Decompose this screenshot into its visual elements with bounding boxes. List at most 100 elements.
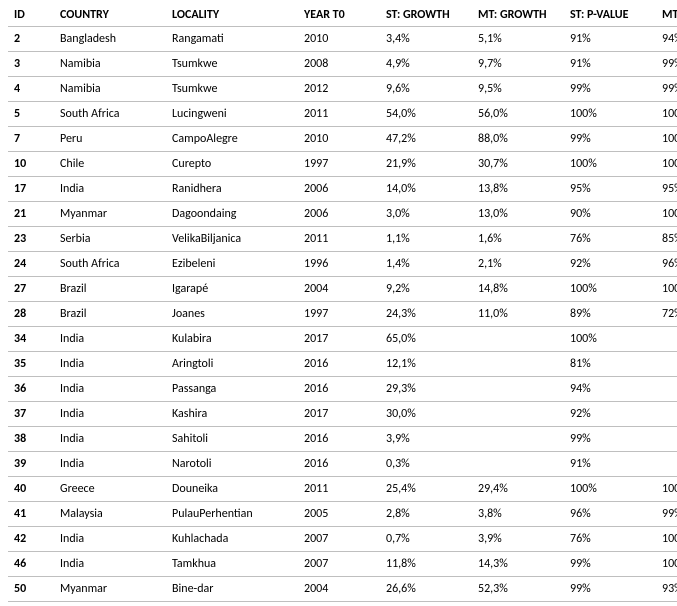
table-row: 4NamibiaTsumkwe20129,6%9,5%99%99% bbox=[8, 77, 677, 102]
cell-country: Chile bbox=[54, 152, 166, 177]
cell-year_t0: 1996 bbox=[298, 252, 380, 277]
cell-country: India bbox=[54, 452, 166, 477]
col-year_t0: YEAR T0 bbox=[298, 4, 380, 27]
cell-mt_growth: 3,9% bbox=[472, 527, 564, 552]
table-row: 3NamibiaTsumkwe20084,9%9,7%91%99% bbox=[8, 52, 677, 77]
cell-locality: Aringtoli bbox=[166, 352, 298, 377]
cell-st_pvalue: 92% bbox=[564, 402, 656, 427]
cell-mt_pvalue: 100% bbox=[656, 552, 677, 577]
cell-year_t0: 2008 bbox=[298, 52, 380, 77]
cell-mt_pvalue: 72% bbox=[656, 302, 677, 327]
cell-st_growth: 9,2% bbox=[380, 277, 472, 302]
table-row: 41MalaysiaPulauPerhentian20052,8%3,8%96%… bbox=[8, 502, 677, 527]
cell-id: 41 bbox=[8, 502, 54, 527]
table-row: 36IndiaPassanga201629,3%94% bbox=[8, 377, 677, 402]
cell-country: India bbox=[54, 527, 166, 552]
cell-st_pvalue: 99% bbox=[564, 77, 656, 102]
cell-st_growth: 47,2% bbox=[380, 127, 472, 152]
data-table: IDCOUNTRYLOCALITYYEAR T0ST: GROWTHMT: GR… bbox=[8, 4, 677, 602]
cell-st_pvalue: 100% bbox=[564, 277, 656, 302]
cell-st_pvalue: 91% bbox=[564, 52, 656, 77]
cell-st_pvalue: 100% bbox=[564, 102, 656, 127]
cell-locality: Douneika bbox=[166, 477, 298, 502]
cell-st_pvalue: 76% bbox=[564, 527, 656, 552]
cell-st_growth: 24,3% bbox=[380, 302, 472, 327]
cell-st_growth: 65,0% bbox=[380, 327, 472, 352]
cell-year_t0: 2010 bbox=[298, 27, 380, 52]
table-row: 35IndiaAringtoli201612,1%81% bbox=[8, 352, 677, 377]
cell-mt_growth: 9,7% bbox=[472, 52, 564, 77]
cell-country: Brazil bbox=[54, 277, 166, 302]
cell-id: 24 bbox=[8, 252, 54, 277]
cell-mt_growth: 56,0% bbox=[472, 102, 564, 127]
cell-mt_growth: 3,8% bbox=[472, 502, 564, 527]
col-locality: LOCALITY bbox=[166, 4, 298, 27]
cell-id: 23 bbox=[8, 227, 54, 252]
cell-id: 39 bbox=[8, 452, 54, 477]
cell-id: 5 bbox=[8, 102, 54, 127]
cell-year_t0: 2016 bbox=[298, 377, 380, 402]
cell-country: Namibia bbox=[54, 52, 166, 77]
cell-country: India bbox=[54, 377, 166, 402]
table-header: IDCOUNTRYLOCALITYYEAR T0ST: GROWTHMT: GR… bbox=[8, 4, 677, 27]
cell-st_growth: 0,7% bbox=[380, 527, 472, 552]
cell-st_growth: 3,9% bbox=[380, 427, 472, 452]
cell-year_t0: 2007 bbox=[298, 527, 380, 552]
table-row: 17IndiaRanidhera200614,0%13,8%95%95% bbox=[8, 177, 677, 202]
cell-id: 40 bbox=[8, 477, 54, 502]
cell-mt_growth bbox=[472, 402, 564, 427]
cell-year_t0: 2011 bbox=[298, 102, 380, 127]
table-row: 37IndiaKashira201730,0%92% bbox=[8, 402, 677, 427]
cell-mt_pvalue: 100% bbox=[656, 102, 677, 127]
cell-country: India bbox=[54, 402, 166, 427]
cell-st_growth: 1,4% bbox=[380, 252, 472, 277]
cell-locality: Lucingweni bbox=[166, 102, 298, 127]
cell-country: Brazil bbox=[54, 302, 166, 327]
cell-country: India bbox=[54, 177, 166, 202]
cell-st_growth: 25,4% bbox=[380, 477, 472, 502]
cell-id: 36 bbox=[8, 377, 54, 402]
cell-id: 37 bbox=[8, 402, 54, 427]
col-st_pvalue: ST: P-VALUE bbox=[564, 4, 656, 27]
cell-mt_pvalue bbox=[656, 402, 677, 427]
table-row: 24South AfricaEzibeleni19961,4%2,1%92%96… bbox=[8, 252, 677, 277]
table-row: 40GreeceDouneika201125,4%29,4%100%100% bbox=[8, 477, 677, 502]
cell-locality: Curepto bbox=[166, 152, 298, 177]
cell-year_t0: 2006 bbox=[298, 202, 380, 227]
cell-year_t0: 2011 bbox=[298, 227, 380, 252]
cell-country: Myanmar bbox=[54, 577, 166, 602]
cell-st_pvalue: 94% bbox=[564, 377, 656, 402]
cell-year_t0: 2004 bbox=[298, 277, 380, 302]
cell-mt_growth: 9,5% bbox=[472, 77, 564, 102]
cell-year_t0: 2017 bbox=[298, 327, 380, 352]
cell-st_pvalue: 100% bbox=[564, 152, 656, 177]
header-row: IDCOUNTRYLOCALITYYEAR T0ST: GROWTHMT: GR… bbox=[8, 4, 677, 27]
cell-year_t0: 2016 bbox=[298, 427, 380, 452]
cell-mt_pvalue bbox=[656, 352, 677, 377]
cell-locality: Ranidhera bbox=[166, 177, 298, 202]
cell-locality: Tsumkwe bbox=[166, 52, 298, 77]
table-row: 21MyanmarDagoondaing20063,0%13,0%90%100% bbox=[8, 202, 677, 227]
cell-id: 38 bbox=[8, 427, 54, 452]
cell-locality: Bine-dar bbox=[166, 577, 298, 602]
col-st_growth: ST: GROWTH bbox=[380, 4, 472, 27]
table-row: 2BangladeshRangamati20103,4%5,1%91%94% bbox=[8, 27, 677, 52]
col-mt_growth: MT: GROWTH bbox=[472, 4, 564, 27]
cell-year_t0: 2017 bbox=[298, 402, 380, 427]
cell-mt_pvalue bbox=[656, 327, 677, 352]
table-body: 2BangladeshRangamati20103,4%5,1%91%94%3N… bbox=[8, 27, 677, 602]
cell-year_t0: 1997 bbox=[298, 302, 380, 327]
cell-mt_growth: 5,1% bbox=[472, 27, 564, 52]
cell-locality: VelikaBiljanica bbox=[166, 227, 298, 252]
cell-mt_growth: 14,8% bbox=[472, 277, 564, 302]
cell-mt_growth bbox=[472, 452, 564, 477]
cell-country: India bbox=[54, 327, 166, 352]
cell-mt_growth: 1,6% bbox=[472, 227, 564, 252]
cell-id: 4 bbox=[8, 77, 54, 102]
cell-year_t0: 2016 bbox=[298, 352, 380, 377]
cell-st_growth: 14,0% bbox=[380, 177, 472, 202]
cell-st_growth: 26,6% bbox=[380, 577, 472, 602]
cell-id: 34 bbox=[8, 327, 54, 352]
cell-country: Malaysia bbox=[54, 502, 166, 527]
cell-mt_growth: 13,0% bbox=[472, 202, 564, 227]
